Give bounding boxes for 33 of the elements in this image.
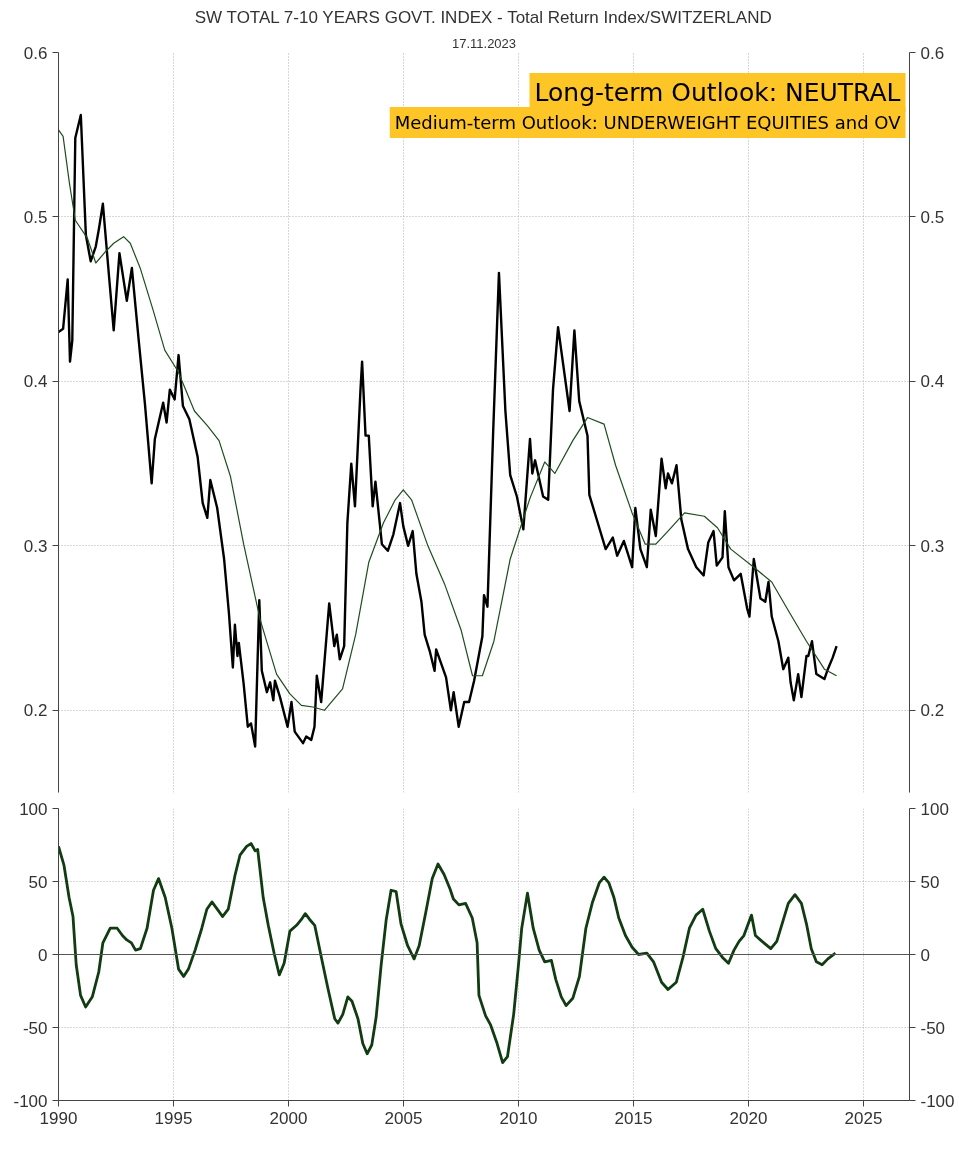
y-tick-label: 0.4 <box>23 372 48 392</box>
x-tick-label: 2025 <box>844 1108 883 1128</box>
x-tick-label: 2015 <box>614 1108 653 1128</box>
x-tick-label: 2010 <box>499 1108 538 1128</box>
y2-tick-label: 50 <box>920 872 940 892</box>
y2-tick-label: 0.3 <box>920 536 945 556</box>
y2-tick-label: 100 <box>920 799 949 819</box>
y2-tick-label: -100 <box>920 1091 955 1111</box>
y-tick-label: 50 <box>28 872 48 892</box>
y2-tick-label: 0 <box>920 945 930 965</box>
y2-tick-label: 0.5 <box>920 207 945 227</box>
chart-subtitle: 17.11.2023 <box>451 35 517 51</box>
y2-tick-label: -50 <box>920 1018 946 1038</box>
x-tick-label: 1990 <box>39 1108 78 1128</box>
y-tick-label: 0.6 <box>23 43 48 63</box>
x-tick-label: 2000 <box>269 1108 308 1128</box>
y-tick-label: 0.5 <box>23 207 48 227</box>
annotation: Medium-term Outlook: UNDERWEIGHT EQUITIES and OV <box>394 112 902 133</box>
y-tick-label: 0 <box>38 945 48 965</box>
y-tick-label: -50 <box>22 1018 48 1038</box>
x-tick-label: 2005 <box>384 1108 423 1128</box>
x-tick-label: 2020 <box>729 1108 768 1128</box>
x-tick-label: 1995 <box>154 1108 193 1128</box>
line-series <box>58 842 837 1064</box>
y2-tick-label: 0.6 <box>920 43 945 63</box>
y-tick-label: -100 <box>13 1091 48 1111</box>
chart-title: SW TOTAL 7-10 YEARS GOVT. INDEX - Total Return Index/SWITZERLAND <box>194 7 772 27</box>
y-tick-label: 0.2 <box>23 701 48 721</box>
y2-tick-label: 0.4 <box>920 372 945 392</box>
y-tick-label: 100 <box>19 799 48 819</box>
y2-tick-label: 0.2 <box>920 701 945 721</box>
y-tick-label: 0.3 <box>23 536 48 556</box>
annotation: Long-term Outlook: NEUTRAL <box>534 78 901 107</box>
